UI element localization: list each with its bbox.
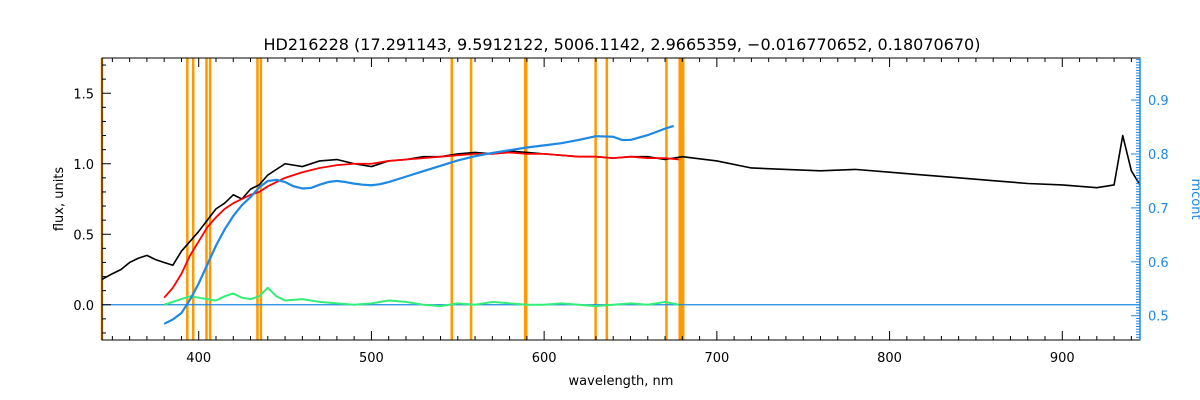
y2-tick-label-0: 0.5 [1148,310,1169,325]
y-axis-title: flux, units [52,167,67,232]
series-continuum [163,124,675,325]
y2-tick-label-3: 0.8 [1148,148,1169,163]
x-axis: 400 500 600 700 800 900 [111,58,1132,366]
chart-title: HD216228 (17.291143, 9.5912122, 5006.114… [264,35,981,54]
x-tick-label-4: 800 [877,351,902,366]
x-tick-label-2: 600 [532,351,557,366]
y-tick-label-3: 1.5 [73,87,94,102]
x-tick-label-0: 400 [186,351,211,366]
series-model [163,151,679,299]
mask-lines-layer [100,58,685,340]
y2-tick-label-2: 0.7 [1148,202,1169,217]
y2-tick-label-1: 0.6 [1148,256,1169,271]
x-tick-label-1: 500 [359,351,384,366]
y2-axis-title: mcont [1188,178,1200,219]
y-axis-left: 0.0 0.5 1.0 1.5 [73,64,111,334]
series-residual [163,286,680,308]
series-layer [101,124,1141,325]
y2-tick-label-4: 0.9 [1148,94,1169,109]
x-axis-title: wavelength, nm [569,374,674,389]
y-tick-label-0: 0.0 [73,299,94,314]
x-tick-label-3: 700 [704,351,729,366]
y-axis-right: 0.5 0.6 0.7 0.8 0.9 [1131,58,1169,340]
x-tick-label-5: 900 [1050,351,1075,366]
y-tick-label-1: 0.5 [73,228,94,243]
y-tick-label-2: 1.0 [73,158,94,173]
